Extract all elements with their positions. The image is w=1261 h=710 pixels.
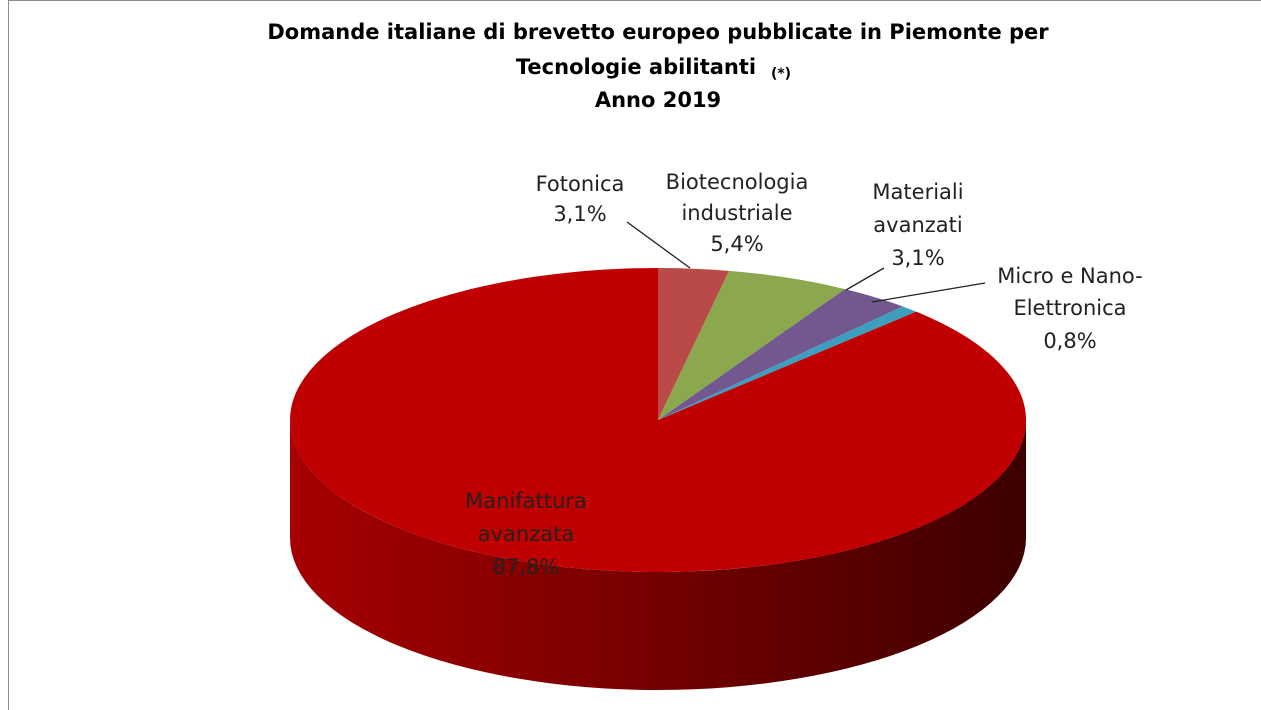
slice-label: Biotecnologia	[666, 170, 809, 194]
slice-label: Materiali	[872, 180, 963, 204]
slice-label: avanzati	[873, 213, 962, 237]
leader-line	[871, 282, 986, 303]
slice-label: avanzata	[478, 522, 574, 546]
data-label: 5,4%	[710, 232, 763, 256]
slice	[658, 268, 730, 420]
slice-label: Manifattura	[465, 489, 587, 513]
slice	[658, 306, 917, 420]
slice	[658, 270, 845, 420]
chart-title: Tecnologie abilitanti	[516, 55, 756, 79]
slice-label: industriale	[681, 201, 792, 225]
data-label: 3,1%	[553, 202, 606, 226]
slice	[290, 268, 1027, 572]
slice-label: Elettronica	[1013, 296, 1126, 320]
data-label: 87,8%	[493, 555, 560, 579]
slice-side	[290, 420, 1026, 690]
data-label: 0,8%	[1043, 329, 1096, 353]
leader-line	[845, 267, 885, 291]
leader-line	[626, 221, 691, 269]
chart-subtitle: Anno 2019	[595, 88, 721, 112]
data-label: 3,1%	[891, 246, 944, 270]
title-note: (*)	[771, 66, 791, 82]
slice-label: Micro e Nano-	[997, 264, 1143, 288]
slice-label: Fotonica	[536, 172, 625, 196]
slice	[658, 289, 903, 420]
chart-title: Domande italiane di brevetto europeo pub…	[267, 20, 1049, 44]
